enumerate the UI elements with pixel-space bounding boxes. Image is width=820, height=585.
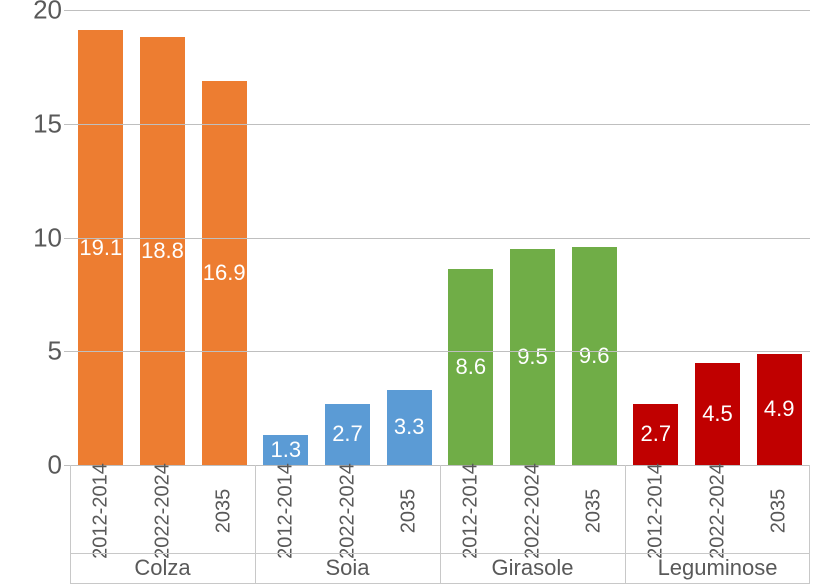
y-tickmark xyxy=(64,124,70,125)
x-category-label: Soia xyxy=(325,555,369,581)
x-period-label-text: 2022-2024 xyxy=(706,463,729,559)
bar: 2.7 xyxy=(325,404,370,465)
bar: 9.6 xyxy=(572,247,617,465)
bar: 4.5 xyxy=(695,363,740,465)
y-axis: 05101520 xyxy=(0,0,70,465)
group-divider xyxy=(255,465,256,583)
x-axis-separator xyxy=(70,553,810,554)
bar-value-label: 9.5 xyxy=(517,346,548,368)
x-axis-bottom-border xyxy=(70,583,810,584)
x-axis: 2012-2014 2022-2024 2035 Colza 2012-2014 2022… xyxy=(70,465,810,585)
bar: 4.9 xyxy=(757,354,802,465)
bar-value-label: 8.6 xyxy=(456,356,487,378)
gridline xyxy=(70,10,810,11)
x-period-label-text: 2022-2024 xyxy=(151,463,174,559)
bar: 16.9 xyxy=(202,81,247,465)
bar-value-label: 2.7 xyxy=(641,423,672,445)
bar-chart: 0 5 10 15 20 19.1 18.8 16.9 1.3 2.7 3.3 8.6 9.5 9.6 2… xyxy=(0,0,820,585)
bar: 1.3 xyxy=(263,435,308,465)
y-tickmark xyxy=(64,238,70,239)
bar: 19.1 xyxy=(78,30,123,465)
gridline xyxy=(70,238,810,239)
plot-area: 19.1 18.8 16.9 1.3 2.7 3.3 8.6 9.5 9.6 2.7 4.5 4.9 xyxy=(70,10,810,465)
bar-value-label: 18.8 xyxy=(141,240,184,262)
y-tick-label: 0 xyxy=(48,450,62,481)
x-period-label-text: 2035 xyxy=(213,489,236,534)
bar-value-label: 1.3 xyxy=(271,439,302,461)
bar: 2.7 xyxy=(633,404,678,465)
bar-value-label: 3.3 xyxy=(394,416,425,438)
x-period-label-text: 2012-2014 xyxy=(459,463,482,559)
y-tickmark xyxy=(64,351,70,352)
x-category-label: Colza xyxy=(134,555,190,581)
x-period-label-text: 2022-2024 xyxy=(521,463,544,559)
bar: 3.3 xyxy=(387,390,432,465)
group-divider xyxy=(809,465,810,583)
y-tick-label: 15 xyxy=(33,108,62,139)
x-period-label-text: 2012-2014 xyxy=(644,463,667,559)
gridline xyxy=(70,124,810,125)
x-period-label-text: 2035 xyxy=(398,489,421,534)
group-divider xyxy=(440,465,441,583)
x-category-label: Girasole xyxy=(492,555,574,581)
bar-value-label: 9.6 xyxy=(579,345,610,367)
y-tick-label: 20 xyxy=(33,0,62,26)
bar: 9.5 xyxy=(510,249,555,465)
bar-value-label: 2.7 xyxy=(332,423,363,445)
x-period-label-text: 2035 xyxy=(583,489,606,534)
bar-value-label: 4.5 xyxy=(702,403,733,425)
x-period-label-text: 2035 xyxy=(768,489,791,534)
x-period-label-text: 2012-2014 xyxy=(274,463,297,559)
bar-value-label: 4.9 xyxy=(764,398,795,420)
bar-value-label: 19.1 xyxy=(79,237,122,259)
bar: 18.8 xyxy=(140,37,185,465)
bar-value-label: 16.9 xyxy=(203,262,246,284)
gridline xyxy=(70,351,810,352)
group-divider xyxy=(625,465,626,583)
x-period-label-text: 2012-2014 xyxy=(89,463,112,559)
group-divider xyxy=(70,465,71,583)
x-period-label-text: 2022-2024 xyxy=(336,463,359,559)
bar: 8.6 xyxy=(448,269,493,465)
y-tickmark xyxy=(64,10,70,11)
x-category-label: Leguminose xyxy=(658,555,778,581)
y-tick-label: 5 xyxy=(48,336,62,367)
y-tick-label: 10 xyxy=(33,222,62,253)
